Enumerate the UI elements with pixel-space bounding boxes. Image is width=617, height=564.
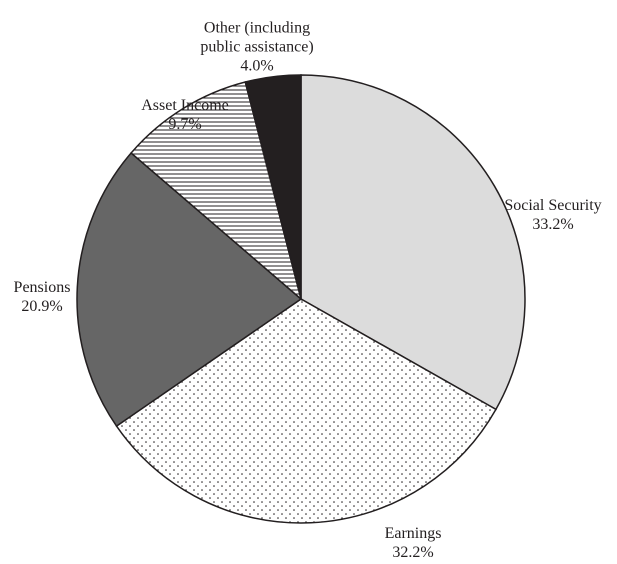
value-label: 9.7% [168,116,202,133]
pie-slice [76,151,303,428]
category-label: Pensions [13,279,71,296]
pie-slice [115,298,497,524]
slice-label: Pensions 20.9% [14,278,71,316]
value-label: 32.2% [392,544,434,561]
value-label: 4.0% [240,57,274,75]
slice-label: Earnings 32.2% [385,524,442,562]
pie-slice [300,74,526,411]
slice-label: Social Security 33.2% [504,196,601,234]
category-label: Asset Income [141,97,229,114]
slice-label: Asset Income 9.7% [141,96,229,134]
category-label: Social Security [504,197,602,214]
value-label: 33.2% [532,216,574,233]
pie-slice [244,74,302,300]
category-label: Other (including public assistance) [200,19,314,56]
slice-label: Other (including public assistance) 4.0% [195,19,320,76]
value-label: 20.9% [21,298,63,315]
category-label: Earnings [384,525,442,542]
